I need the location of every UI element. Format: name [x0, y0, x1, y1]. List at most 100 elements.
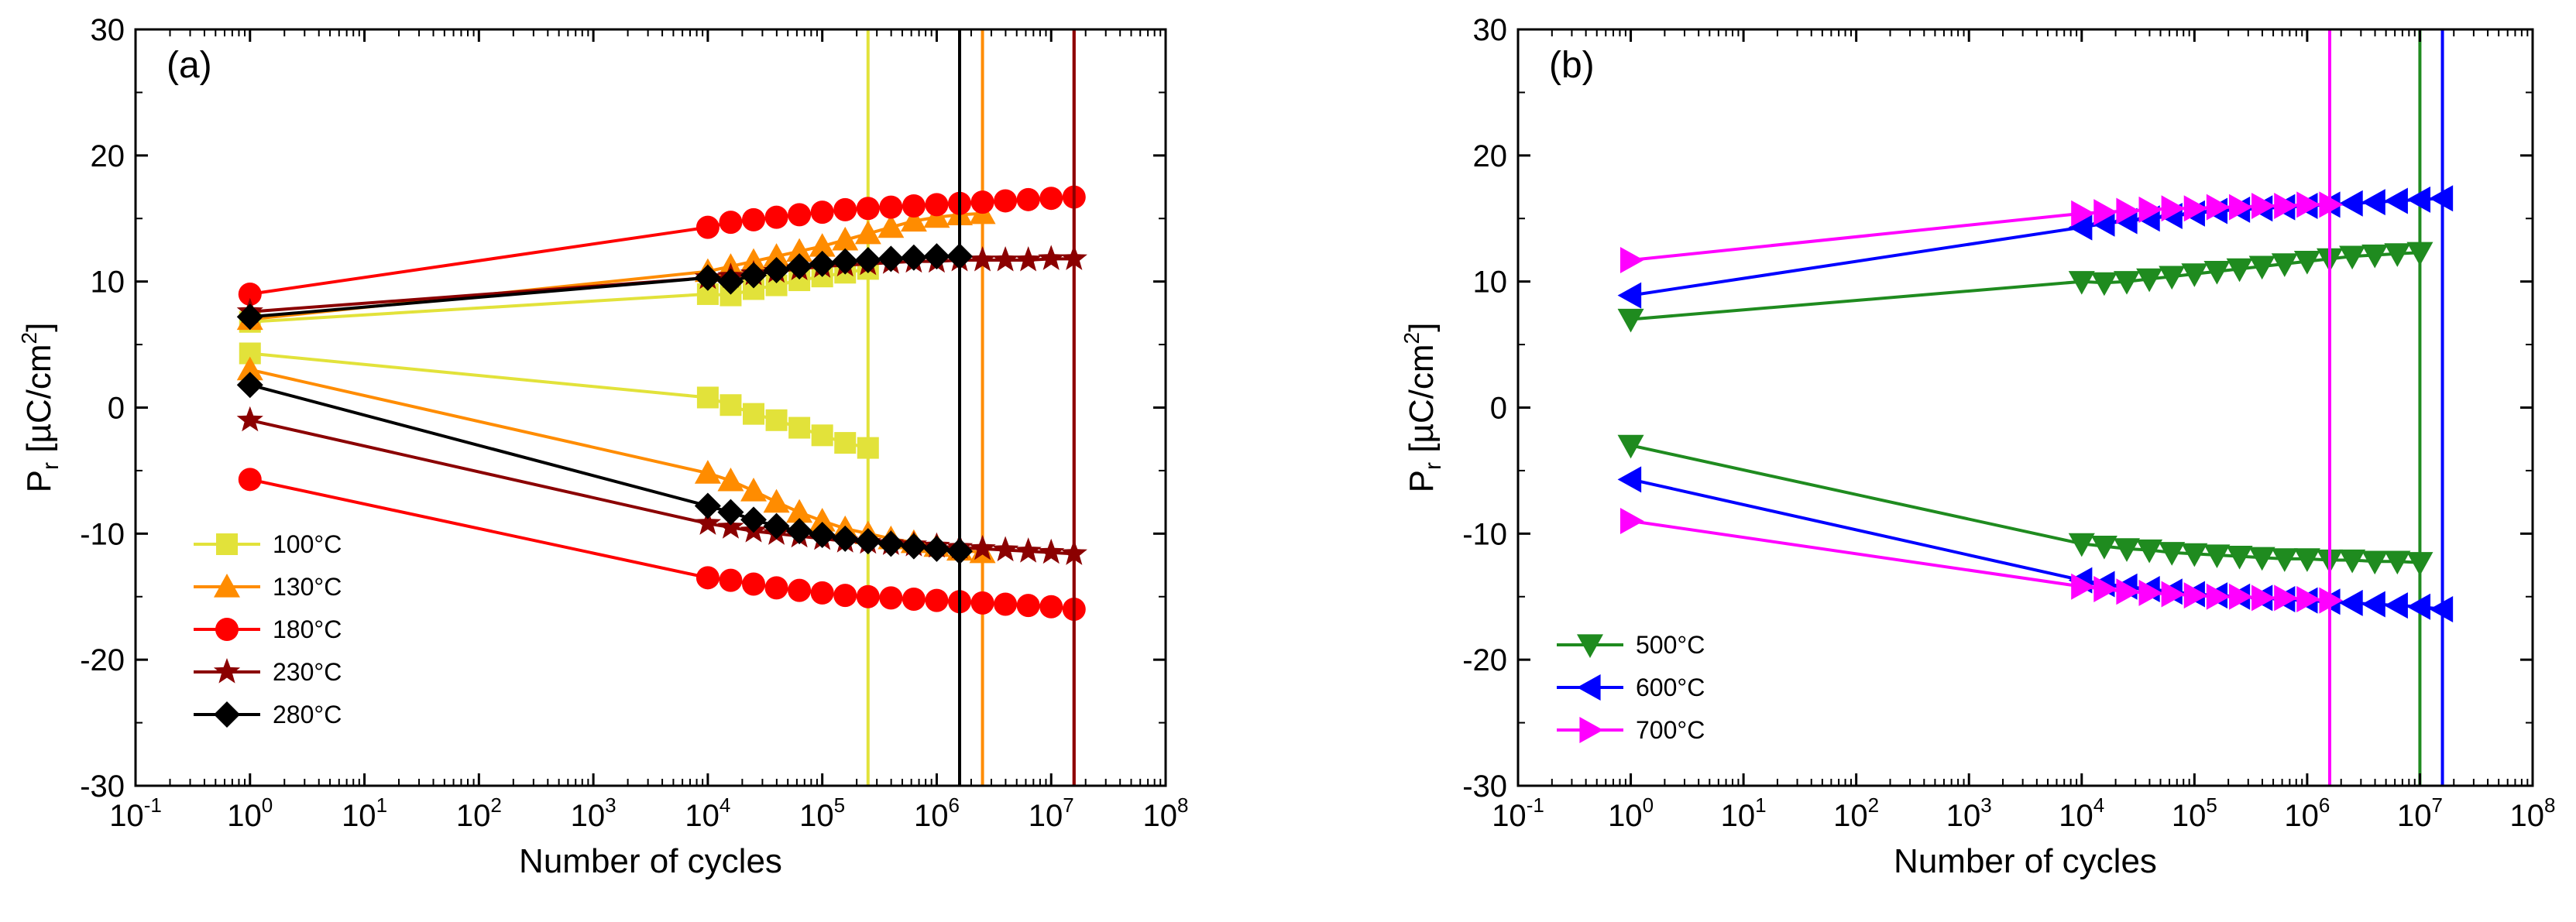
series-280C-lower-point	[878, 530, 905, 557]
series-500C-lower-point	[2159, 542, 2186, 566]
series-180C-lower-point	[833, 584, 857, 608]
series-700C-lower-point	[2071, 573, 2095, 600]
series-700C-lower-point	[2161, 581, 2186, 608]
legend: 100°C 130°C 180°C 230°C 280°C	[194, 530, 342, 728]
chart-panel-a: 10-1 100 101 102 103 104 105 106 107 108-30-20-10…	[17, 13, 1188, 880]
series-180C-lower-point	[238, 468, 262, 492]
series-280C-lower-point	[900, 533, 927, 560]
x-tick-label: 101	[342, 793, 387, 833]
x-tick-label: 10-1	[109, 793, 162, 833]
series-500C-upper-point	[2203, 261, 2231, 285]
x-tick-label: 108	[1143, 793, 1189, 833]
x-tick-label: 107	[1029, 793, 1074, 833]
series-280C-upper-point	[923, 243, 950, 270]
series-280C-upper-point	[854, 246, 881, 273]
series-700C-lower-point	[2251, 584, 2275, 612]
x-tick-label: 101	[1721, 793, 1767, 833]
series-230C-upper-point	[1060, 245, 1087, 270]
series-500C-upper-point	[2068, 271, 2095, 295]
series-180C-lower-point	[788, 578, 812, 602]
series-180C-lower-point	[1039, 595, 1063, 619]
series-230C-lower-point	[236, 406, 263, 432]
x-tick-label: 102	[1833, 793, 1879, 833]
series-230C-lower-point	[694, 509, 721, 535]
series-500C-lower-point	[2406, 552, 2433, 576]
series-180C-upper-point	[994, 189, 1018, 213]
series-230C-upper-point	[1015, 246, 1042, 272]
y-tick-label: -20	[1462, 643, 1507, 677]
series-700C-upper-point	[2274, 192, 2298, 219]
series-100C-lower-point	[765, 409, 788, 431]
series-130C-upper-point	[763, 243, 790, 267]
series-130C-upper-point	[786, 238, 813, 262]
x-tick-label: 104	[2059, 793, 2104, 833]
y-axis-title: Pr [µC/cm2]	[1400, 323, 1446, 493]
series-230C-lower-point	[1038, 538, 1065, 564]
x-tick-label: 105	[2172, 793, 2217, 833]
series-500C-lower-point	[2339, 549, 2366, 574]
series-500C-lower-point	[2384, 550, 2411, 575]
x-tick-label: 105	[799, 793, 845, 833]
x-tick-label: 102	[456, 793, 502, 833]
series-280C-upper-point	[717, 268, 744, 295]
series-180C-upper-point	[1039, 187, 1063, 211]
series-130C-lower-point	[236, 356, 263, 381]
series-500C-lower-point	[2068, 533, 2095, 557]
series-130C-lower-point	[763, 488, 790, 513]
series-180C-upper-point	[238, 282, 262, 306]
series-600C-upper-point	[2361, 189, 2385, 216]
series-500C-lower-point	[2361, 550, 2389, 575]
series-100C-lower-line	[249, 351, 869, 450]
x-tick-label: 108	[2510, 793, 2556, 833]
series-500C-lower-point	[2090, 536, 2117, 560]
series-700C-lower-point	[2138, 579, 2163, 606]
series-180C-lower-point	[810, 581, 834, 605]
series-500C-upper-point	[2271, 253, 2298, 277]
panel-label: (a)	[167, 45, 212, 86]
series-130C-upper-point	[878, 214, 905, 238]
series-700C-lower-point	[2296, 586, 2320, 613]
legend-marker	[216, 533, 238, 555]
series-180C-upper-point	[788, 203, 812, 227]
y-tick-label: 30	[91, 13, 125, 47]
legend-marker	[1577, 674, 1601, 701]
series-100C-lower-point	[696, 386, 719, 409]
series-180C-upper-point	[719, 211, 743, 235]
series-600C-upper-point	[2384, 187, 2408, 214]
series-230C-upper-line	[249, 257, 1074, 314]
series-500C-upper-point	[2090, 272, 2117, 296]
series-500C-upper-point	[1617, 308, 1644, 333]
series-500C-upper-point	[2384, 243, 2411, 267]
series-700C-upper-point	[2251, 192, 2275, 219]
y-tick-label: -30	[80, 769, 125, 804]
series-500C-lower-point	[2226, 546, 2253, 570]
y-tick-label: -10	[80, 517, 125, 551]
series-600C-lower-point	[2384, 592, 2408, 619]
plot-frame	[1516, 28, 2534, 787]
series-100C-lower-point	[834, 432, 857, 454]
series-280C-upper-point	[236, 303, 263, 331]
series-600C-lower-point	[2406, 593, 2431, 620]
series-180C-lower-point	[879, 586, 903, 610]
legend-label: 280°C	[273, 701, 342, 728]
plot-area	[1617, 29, 2454, 786]
series-280C-upper-point	[946, 243, 973, 270]
series-280C-upper-point	[878, 245, 905, 272]
series-700C-upper-point	[2093, 199, 2117, 226]
x-tick-label: 104	[685, 793, 730, 833]
series-280C-lower-point	[236, 372, 263, 399]
series-500C-lower-point	[2203, 544, 2231, 569]
series-100C-lower-point	[811, 424, 833, 447]
series-700C-lower-point	[2183, 582, 2208, 609]
series-500C-upper-point	[2226, 258, 2253, 283]
series-180C-upper-point	[833, 197, 857, 221]
series-700C	[1619, 29, 2343, 786]
series-500C-upper-point	[2293, 251, 2320, 275]
x-tick-label: 106	[914, 793, 960, 833]
series-130C-upper-point	[854, 220, 881, 245]
series-500C-upper-point	[2361, 244, 2389, 269]
legend-label: 100°C	[273, 530, 342, 558]
series-280C-upper-point	[763, 257, 790, 284]
series-280C-lower-point	[740, 506, 767, 533]
